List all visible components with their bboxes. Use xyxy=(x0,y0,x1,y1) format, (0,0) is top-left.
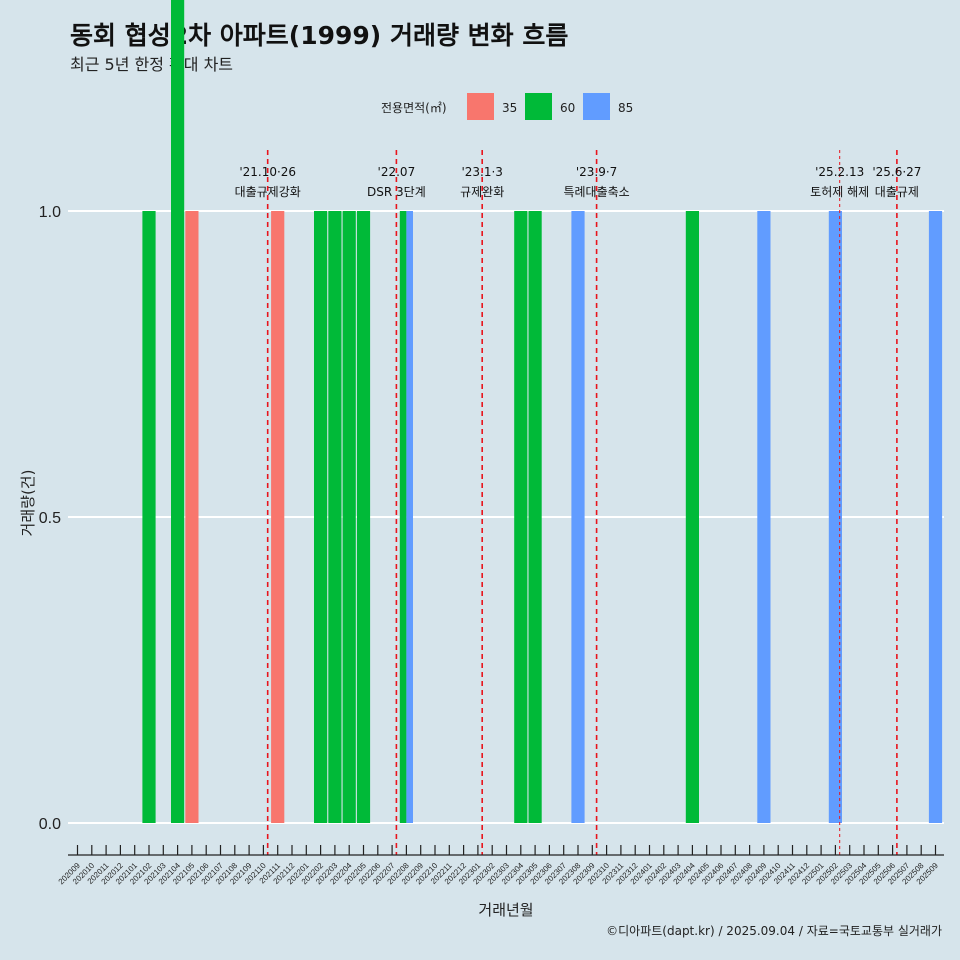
event-label: 토허제 해제 xyxy=(810,185,869,199)
y-tick-label: 0.0 xyxy=(39,816,61,833)
event-date: '23.1·3 xyxy=(461,165,502,179)
legend-label-35: 35 xyxy=(502,101,517,115)
legend-swatch-60 xyxy=(525,93,552,120)
bar-202305-60 xyxy=(528,211,542,823)
event-label: 대출규제 xyxy=(875,185,919,199)
bar-202111-35 xyxy=(271,211,285,823)
bar-202102-60 xyxy=(142,211,156,823)
event-date: '23.9·7 xyxy=(576,165,617,179)
bar-202404-60 xyxy=(685,211,699,823)
bar-202208-60 xyxy=(399,211,407,823)
caption: ©디아파트(dapt.kr) / 2025.09.04 / 자료=국토교통부 실… xyxy=(606,924,942,938)
y-tick-labels: 0.00.51.01.52.0 xyxy=(39,204,61,833)
y-tick-label: 1.0 xyxy=(39,204,61,221)
chart-subtitle: 최근 5년 한정 확대 차트 xyxy=(70,55,233,74)
bar-202304-60 xyxy=(514,211,528,823)
legend-label-85: 85 xyxy=(618,101,633,115)
bar-202409-85 xyxy=(757,211,771,823)
legend: 전용면적(㎡) 35 60 85 xyxy=(381,93,633,120)
bars xyxy=(142,0,943,823)
bar-202105-35 xyxy=(185,211,199,823)
y-axis-title: 거래량(건) xyxy=(19,470,37,537)
y-tick-label: 0.5 xyxy=(39,510,61,527)
legend-label-60: 60 xyxy=(560,101,575,115)
bar-202203-60 xyxy=(328,211,342,823)
event-date: '22.07 xyxy=(378,165,416,179)
event-date: '25.6·27 xyxy=(872,165,921,179)
event-date: '21.10·26 xyxy=(239,165,296,179)
bar-202509-85 xyxy=(928,211,943,823)
bar-202204-60 xyxy=(342,211,356,823)
bar-202104-60 xyxy=(171,0,185,823)
legend-title: 전용면적(㎡) xyxy=(381,101,447,115)
bar-202205-60 xyxy=(356,211,371,823)
bar-202208-85 xyxy=(406,211,413,823)
event-label: 대출규제강화 xyxy=(235,185,301,199)
event-label: 특례대출축소 xyxy=(563,185,629,199)
chart-title: 동회 협성2차 아파트(1999) 거래량 변화 흐름 xyxy=(70,21,568,50)
x-axis-title: 거래년월 xyxy=(478,901,533,919)
event-label: 규제완화 xyxy=(460,185,504,199)
grid-lines xyxy=(68,210,944,824)
event-markers: '21.10·26 대출규제강화 '22.07 DSR 3단계 '23.1·3 규제완화 '… xyxy=(235,150,921,855)
bar-202202-60 xyxy=(314,211,328,823)
bar-202502-85 xyxy=(828,211,842,823)
x-axis: 2020092020102020112020122021012021022021… xyxy=(57,845,944,886)
event-label: DSR 3단계 xyxy=(367,185,426,199)
legend-swatch-35 xyxy=(467,93,494,120)
legend-swatch-85 xyxy=(583,93,610,120)
bar-202308-85 xyxy=(571,211,585,823)
event-date: '25.2.13 xyxy=(815,165,864,179)
